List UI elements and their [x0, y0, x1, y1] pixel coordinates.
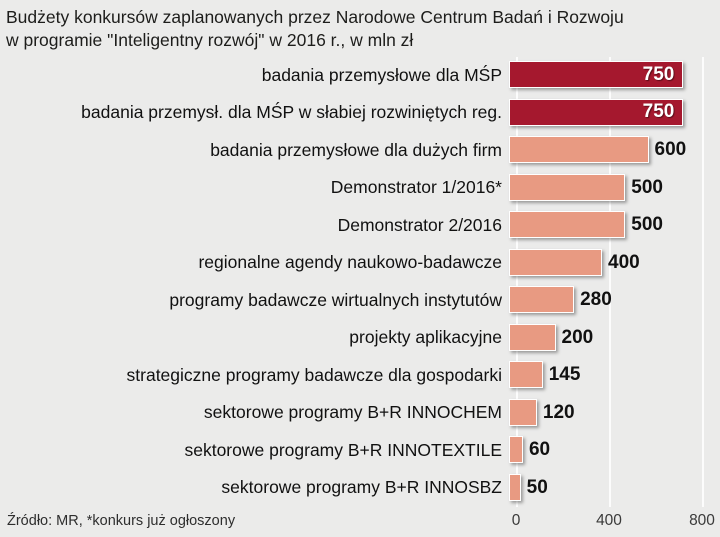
value-bar: [509, 136, 649, 164]
chart-row: regionalne agendy naukowo-badawcze 400: [0, 244, 720, 282]
bar-track: 280: [509, 285, 713, 315]
gridline-400: [609, 56, 611, 507]
value-label: 200: [561, 326, 594, 348]
bar-track: 500: [509, 173, 713, 203]
value-label: 750: [642, 63, 675, 85]
chart-footer: Źródło: MR, *konkurs już ogłoszony 0 400 8…: [0, 509, 720, 537]
category-label: badania przemysłowe dla dużych firm: [210, 139, 502, 160]
x-axis-tick-0: 0: [511, 511, 521, 529]
category-label: strategiczne programy badawcze dla gospo…: [126, 364, 502, 385]
category-label: sektorowe programy B+R INNOTEXTILE: [184, 439, 502, 460]
value-label: 750: [642, 101, 675, 123]
value-bar: 750: [509, 61, 684, 89]
category-label: projekty aplikacyjne: [349, 327, 502, 348]
value-bar: [509, 323, 556, 351]
source-note: Źródło: MR, *konkurs już ogłoszony: [7, 512, 236, 529]
bar-track: 750: [509, 98, 713, 128]
value-label: 400: [608, 251, 640, 273]
bar-track: 400: [509, 248, 713, 278]
value-bar: [509, 361, 543, 389]
bar-track: 600: [509, 135, 713, 165]
chart-row: badania przemysłowe dla MŚP 750: [0, 57, 720, 95]
category-label: sektorowe programy B+R INNOCHEM: [203, 402, 502, 423]
chart-row: Demonstrator 2/2016 500: [0, 207, 720, 245]
chart-row: badania przemysł. dla MŚP w słabiej rozw…: [0, 94, 720, 132]
bar-chart: badania przemysłowe dla MŚP 750 badania pr…: [0, 56, 720, 507]
value-bar: [509, 211, 626, 239]
value-label: 145: [548, 364, 581, 386]
value-bar: [509, 286, 575, 314]
chart-title-line2: w programie "Inteligentny rozwój" w 2016…: [6, 29, 414, 50]
chart-row: strategiczne programy badawcze dla gospo…: [0, 357, 720, 395]
bar-track: 145: [509, 360, 713, 390]
chart-title: Budżety konkursów zaplanowanych przez Na…: [0, 0, 720, 52]
chart-title-line1: Budżety konkursów zaplanowanych przez Na…: [6, 7, 624, 27]
chart-row: Demonstrator 1/2016* 500: [0, 169, 720, 207]
gridline-800: [702, 56, 704, 507]
chart-row: sektorowe programy B+R INNOSBZ 50: [0, 469, 720, 507]
value-bar: 750: [509, 98, 684, 126]
chart-rows: badania przemysłowe dla MŚP 750 badania pr…: [0, 57, 720, 507]
value-bar: [509, 436, 523, 464]
value-label: 500: [631, 176, 663, 198]
category-label: badania przemysłowe dla MŚP: [261, 64, 502, 85]
chart-row: sektorowe programy B+R INNOTEXTILE 60: [0, 432, 720, 470]
chart-row: sektorowe programy B+R INNOCHEM 120: [0, 394, 720, 432]
value-label: 280: [580, 289, 612, 311]
category-label: badania przemysł. dla MŚP w słabiej rozw…: [81, 102, 502, 123]
bar-track: 200: [509, 323, 713, 353]
value-bar: [509, 248, 602, 276]
value-label: 60: [528, 439, 551, 461]
value-bar: [509, 173, 626, 201]
bar-track: 120: [509, 398, 713, 428]
chart-row: badania przemysłowe dla dużych firm 600: [0, 132, 720, 170]
value-label: 50: [526, 476, 548, 498]
gridlines: [0, 56, 720, 507]
chart-row: programy badawcze wirtualnych instytutów…: [0, 282, 720, 320]
value-label: 600: [654, 139, 687, 161]
x-axis-tick-400: 400: [596, 511, 622, 529]
value-label: 120: [542, 401, 575, 423]
category-label: sektorowe programy B+R INNOSBZ: [221, 477, 502, 498]
gridline-0: [516, 56, 518, 507]
category-label: Demonstrator 1/2016*: [330, 177, 502, 198]
bar-track: 60: [509, 435, 713, 465]
value-bar: [509, 398, 537, 426]
bar-track: 50: [509, 473, 713, 503]
value-bar: [509, 473, 521, 501]
category-label: Demonstrator 2/2016: [337, 214, 502, 235]
bar-track: 500: [509, 210, 713, 240]
value-label: 500: [631, 214, 663, 236]
category-label: programy badawcze wirtualnych instytutów: [169, 289, 502, 310]
category-label: regionalne agendy naukowo-badawcze: [198, 252, 502, 273]
bar-track: 750: [509, 60, 713, 90]
x-axis-tick-800: 800: [689, 511, 715, 529]
chart-row: projekty aplikacyjne 200: [0, 319, 720, 357]
